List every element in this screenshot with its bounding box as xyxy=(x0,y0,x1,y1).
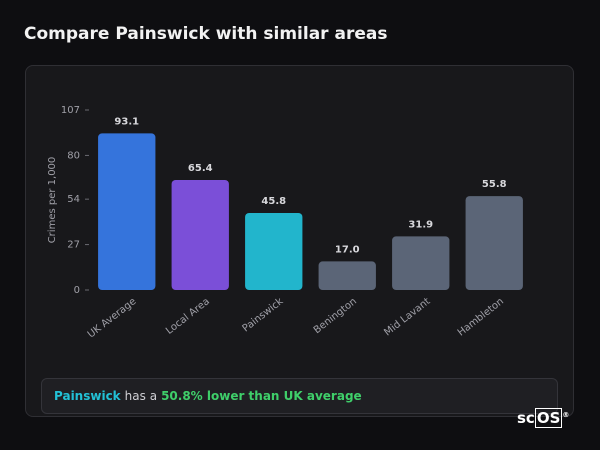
summary-text: has a xyxy=(124,389,158,403)
y-tick-label: 54 xyxy=(67,194,80,205)
bar xyxy=(245,212,303,290)
y-tick-label: 80 xyxy=(67,150,80,161)
logo-box: OS xyxy=(534,408,563,428)
y-axis-label: Crimes per 1,000 xyxy=(47,157,58,244)
summary: Painswick has a 50.8% lower than UK averag… xyxy=(41,378,558,414)
value-label: 65.4 xyxy=(188,163,213,174)
bar xyxy=(318,261,376,290)
value-label: 93.1 xyxy=(114,116,139,127)
y-tick-label: 107 xyxy=(61,105,80,116)
page-title: Compare Painswick with similar areas xyxy=(24,24,388,44)
x-tick-label: Mid Lavant xyxy=(382,296,432,339)
summary-highlight: 50.8% lower than UK average xyxy=(161,389,362,403)
x-tick-label: Painswick xyxy=(241,296,286,335)
x-tick-label: Local Area xyxy=(164,296,212,337)
summary-place: Painswick xyxy=(54,389,121,403)
value-label: 55.8 xyxy=(482,179,507,190)
x-tick-label: Benington xyxy=(312,296,359,336)
y-tick-label: 27 xyxy=(67,240,80,251)
bar xyxy=(171,179,229,290)
bar xyxy=(465,196,523,290)
value-label: 45.8 xyxy=(261,196,286,207)
bar xyxy=(392,236,450,290)
value-label: 31.9 xyxy=(408,219,433,230)
logo: sc OS ® xyxy=(517,408,570,428)
logo-mark: ® xyxy=(562,411,570,419)
x-tick-label: UK Average xyxy=(86,296,139,340)
logo-text: sc xyxy=(517,409,535,427)
value-label: 17.0 xyxy=(335,244,360,255)
y-tick-label: 0 xyxy=(74,285,80,296)
x-tick-label: Hambleton xyxy=(456,296,506,339)
bar xyxy=(98,133,156,290)
